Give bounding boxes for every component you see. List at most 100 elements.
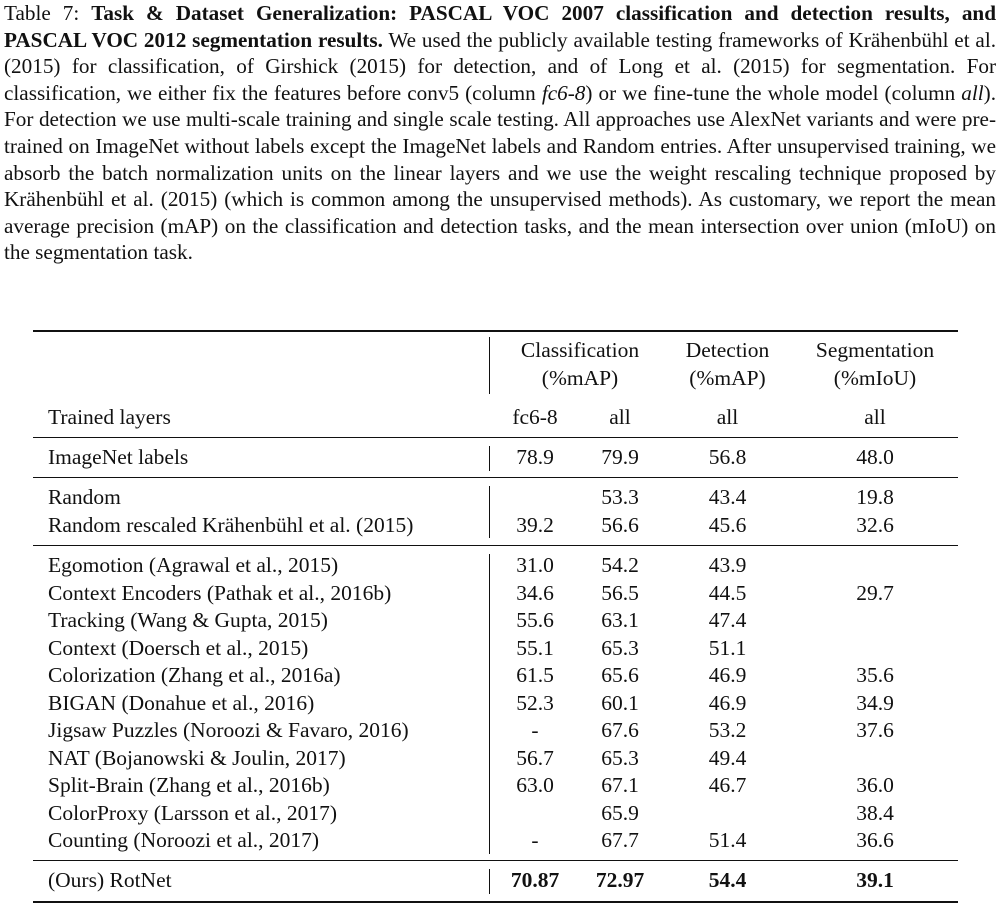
trained-layers-cls-all: all	[609, 405, 631, 429]
method-name: Context (Doersch et al., 2015)	[48, 635, 309, 660]
value-seg-all: 38.4	[856, 800, 894, 825]
value-cls-all: 67.7	[601, 828, 639, 852]
value-cls-fc68: 34.6	[516, 580, 554, 605]
value-det-all: 44.5	[708, 580, 747, 605]
method-name: Colorization (Zhang et al., 2016a)	[48, 663, 341, 687]
caption-italic-fc68: fc6-8	[541, 80, 586, 105]
value-cls-all: 56.6	[601, 512, 639, 537]
method-name: Egomotion (Agrawal et al., 2015)	[48, 553, 339, 577]
value-det-all: 49.4	[708, 745, 747, 770]
caption-italic-all: all	[961, 80, 984, 105]
value-seg-all: 36.0	[856, 773, 894, 797]
header-detection: Detection (%mAP)	[670, 336, 785, 392]
value-det-all: 46.9	[708, 663, 747, 687]
value-seg-all: 32.6	[856, 512, 894, 537]
value-det-all: 51.4	[708, 828, 747, 852]
group-rule	[33, 437, 958, 438]
method-name: Tracking (Wang & Gupta, 2015)	[48, 608, 328, 632]
column-separator	[489, 337, 490, 394]
header-segmentation-unit: (%mIoU)	[833, 366, 917, 390]
value-seg-all: 35.6	[856, 663, 894, 687]
value-cls-all: 67.6	[601, 718, 639, 742]
group-rule	[33, 860, 958, 861]
value-det-all: 51.1	[708, 635, 747, 660]
caption-title: Task & Dataset Generalization: PASCAL VO…	[4, 1, 996, 52]
value-cls-fc68: 55.1	[516, 635, 554, 660]
value-cls-fc68: -	[531, 718, 539, 742]
value-seg-all: 36.6	[856, 828, 894, 852]
header-classification-title: Classification	[520, 338, 640, 362]
value-cls-fc68: 70.87	[510, 868, 560, 892]
value-cls-all: 72.97	[595, 868, 645, 892]
value-cls-fc68: -	[531, 828, 539, 852]
caption-text: ) or we fine-tune the whole model (colum…	[585, 80, 962, 105]
value-cls-fc68: 39.2	[516, 512, 554, 537]
value-cls-all: 54.2	[601, 553, 639, 577]
value-cls-all: 65.3	[601, 745, 639, 770]
table-caption: Table 7: Task & Dataset Generalization: …	[4, 0, 996, 266]
header-segmentation-title: Segmentation	[815, 338, 935, 362]
value-det-all: 47.4	[708, 608, 747, 632]
group-rule	[33, 477, 958, 478]
value-cls-fc68: 52.3	[516, 690, 554, 715]
trained-layers-label: Trained layers	[48, 405, 171, 429]
value-det-all: 43.4	[708, 485, 747, 509]
method-name: Random rescaled Krähenbühl et al. (2015)	[48, 512, 414, 537]
value-seg-all: 34.9	[856, 690, 894, 715]
caption-text: We used the publicly available testing f…	[4, 27, 996, 105]
value-cls-fc68: 61.5	[516, 663, 554, 687]
header-detection-unit: (%mAP)	[689, 366, 766, 390]
method-name: Context Encoders (Pathak et al., 2016b)	[48, 580, 392, 605]
value-seg-all: 39.1	[856, 868, 894, 892]
value-cls-all: 79.9	[601, 445, 639, 469]
value-seg-all: 48.0	[856, 445, 894, 469]
value-cls-all: 65.9	[601, 800, 639, 825]
caption-text: ). For detection we use multi-scale trai…	[4, 80, 996, 265]
header-detection-title: Detection	[685, 338, 770, 362]
value-cls-all: 63.1	[601, 608, 639, 632]
trained-layers-cls-fc68: fc6-8	[512, 405, 558, 429]
trained-layers-det-all: all	[716, 405, 739, 429]
method-name: Random	[48, 485, 121, 509]
value-det-all: 46.9	[708, 690, 747, 715]
value-cls-all: 60.1	[601, 690, 639, 715]
value-det-all: 46.7	[708, 773, 747, 797]
value-det-all: 45.6	[708, 512, 747, 537]
value-det-all: 53.2	[708, 718, 747, 742]
value-cls-all: 53.3	[601, 485, 639, 509]
value-cls-fc68: 56.7	[516, 745, 554, 770]
value-det-all: 56.8	[708, 445, 747, 469]
table-bottom-rule	[33, 901, 958, 903]
value-det-all: 43.9	[708, 553, 747, 577]
method-name: ImageNet labels	[48, 445, 189, 469]
group-rule	[33, 545, 958, 546]
value-cls-all: 65.6	[601, 663, 639, 687]
method-name: (Ours) RotNet	[48, 868, 172, 892]
value-seg-all: 29.7	[856, 580, 894, 605]
value-cls-all: 65.3	[601, 635, 639, 660]
header-classification-unit: (%mAP)	[541, 366, 619, 390]
header-classification: Classification (%mAP)	[500, 336, 660, 392]
method-name: Split-Brain (Zhang et al., 2016b)	[48, 773, 330, 797]
column-separator	[489, 554, 490, 854]
header-segmentation: Segmentation (%mIoU)	[795, 336, 955, 392]
method-name: NAT (Bojanowski & Joulin, 2017)	[48, 745, 346, 770]
table-top-rule	[33, 330, 958, 332]
caption-label: Table 7:	[4, 1, 92, 25]
value-cls-fc68: 63.0	[516, 773, 554, 797]
value-seg-all: 37.6	[856, 718, 894, 742]
value-cls-fc68: 78.9	[516, 445, 554, 469]
value-cls-fc68: 31.0	[516, 553, 554, 577]
method-name: ColorProxy (Larsson et al., 2017)	[48, 800, 338, 825]
value-cls-all: 67.1	[601, 773, 639, 797]
method-name: Counting (Noroozi et al., 2017)	[48, 828, 320, 852]
value-cls-fc68: 55.6	[516, 608, 554, 632]
column-separator	[489, 446, 490, 471]
trained-layers-seg-all: all	[864, 405, 886, 429]
method-name: BIGAN (Donahue et al., 2016)	[48, 690, 315, 715]
column-separator	[489, 486, 490, 538]
value-cls-all: 56.5	[601, 580, 639, 605]
method-name: Jigsaw Puzzles (Noroozi & Favaro, 2016)	[48, 718, 409, 742]
value-seg-all: 19.8	[856, 485, 894, 509]
column-separator	[489, 869, 490, 894]
